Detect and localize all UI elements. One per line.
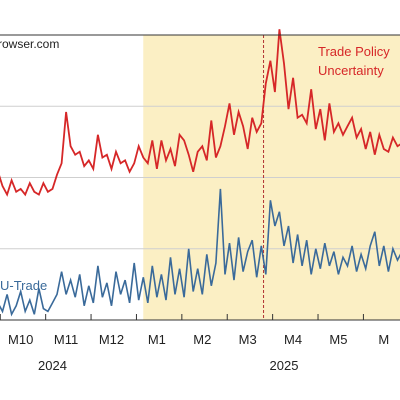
x-tick-label-0: M10 (8, 332, 33, 347)
source-text: rowser.com (0, 37, 59, 51)
series-label-tpu-line1: Trade Policy (318, 44, 390, 59)
series-label-tpu-line2: Uncertainty (318, 63, 384, 78)
x-tick-label-4: M2 (193, 332, 211, 347)
x-tick-marks (0, 314, 364, 320)
x-tick-label-2: M12 (99, 332, 124, 347)
series-line-tpu (0, 29, 400, 197)
x-tick-label-7: M5 (329, 332, 347, 347)
x-tick-labels: M10 M11 M12 M1 M2 M3 M4 M5 M (8, 332, 389, 347)
year-labels: 2024 2025 (38, 358, 298, 373)
gridlines (0, 105, 400, 250)
series-line-eu-trade (0, 188, 400, 317)
year-label-2024: 2024 (38, 358, 67, 373)
plot-frame (0, 34, 400, 321)
x-tick-label-3: M1 (148, 332, 166, 347)
x-tick-label-5: M3 (239, 332, 257, 347)
series-label-eu-trade: U-Trade (0, 278, 47, 293)
year-label-2025: 2025 (270, 358, 299, 373)
x-tick-label-8: M (378, 332, 389, 347)
x-tick-label-1: M11 (54, 332, 78, 347)
x-tick-label-6: M4 (284, 332, 302, 347)
